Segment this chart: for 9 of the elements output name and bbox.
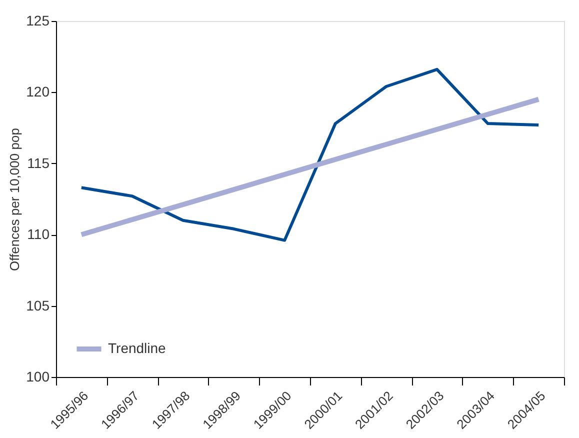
y-tick-label: 105 [26,297,50,314]
line-series [80,68,540,242]
y-tick-label: 120 [26,84,50,100]
y-tick-label: 100 [26,368,50,384]
y-tick-label: 110 [27,226,50,242]
y-axis-title: Offences per 10,000 pop [7,128,22,271]
legend-label: Trendline [108,340,166,356]
y-tick-label: 125 [26,12,50,28]
y-tick-label: 115 [27,154,50,171]
